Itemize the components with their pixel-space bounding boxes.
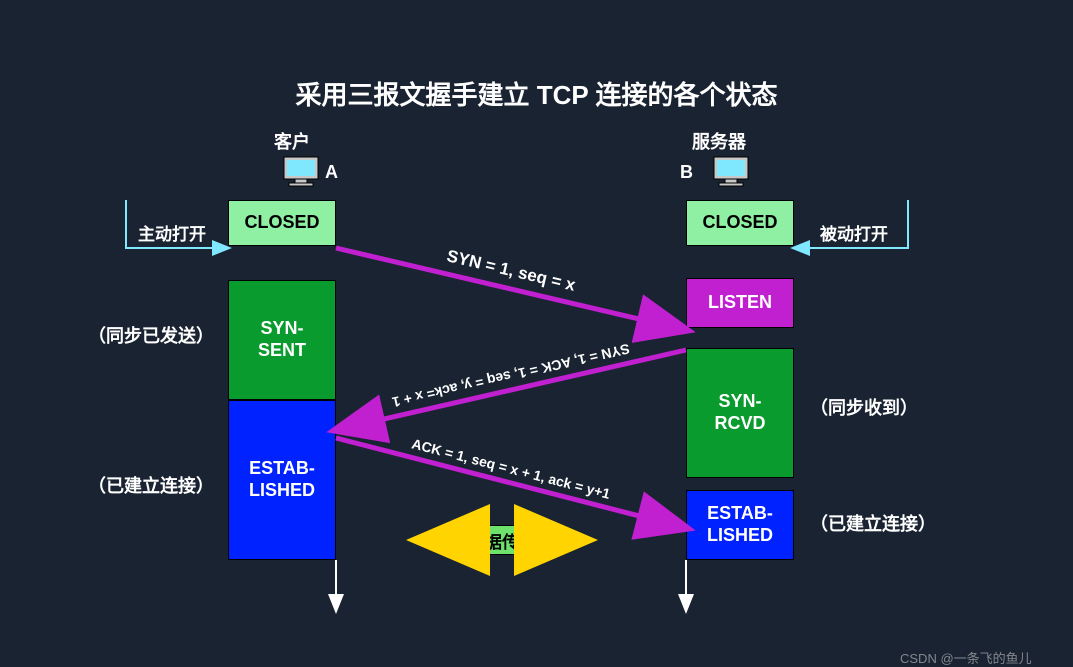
data-transfer-label: 数据传送: [452, 525, 552, 555]
client-state-syn-sent: SYN- SENT: [228, 280, 336, 400]
side-annotation: （已建立连接）: [88, 472, 214, 498]
client-state-established: ESTAB- LISHED: [228, 400, 336, 560]
server-monitor-icon: [712, 155, 750, 200]
side-annotation: （已建立连接）: [810, 510, 936, 536]
server-role-label: 服务器: [692, 128, 746, 154]
message-syn-ack: SYN = 1, ACK = 1, seq = y, ack= x + 1: [391, 341, 632, 411]
server-open-label: 被动打开: [820, 220, 888, 245]
watermark: CSDN @一条飞的鱼儿: [900, 648, 1032, 667]
server-letter: B: [680, 162, 693, 183]
server-state-closed: CLOSED: [686, 200, 794, 246]
side-annotation: （同步收到）: [810, 394, 918, 420]
message-syn: SYN = 1, seq = x: [445, 246, 577, 295]
server-state-syn-rcvd: SYN- RCVD: [686, 348, 794, 478]
client-letter: A: [325, 162, 338, 183]
client-open-label: 主动打开: [138, 220, 206, 245]
diagram-title: 采用三报文握手建立 TCP 连接的各个状态: [0, 75, 1073, 112]
client-state-closed: CLOSED: [228, 200, 336, 246]
message-ack: ACK = 1, seq = x + 1, ack = y+1: [410, 435, 612, 501]
side-annotation: （同步已发送）: [88, 322, 214, 348]
diagram-canvas: 采用三报文握手建立 TCP 连接的各个状态 客户 A 主动打开 服务器 B 被动…: [0, 0, 1073, 667]
client-role-label: 客户: [274, 128, 310, 154]
client-monitor-icon: [282, 155, 320, 200]
server-state-established: ESTAB- LISHED: [686, 490, 794, 560]
server-state-listen: LISTEN: [686, 278, 794, 328]
